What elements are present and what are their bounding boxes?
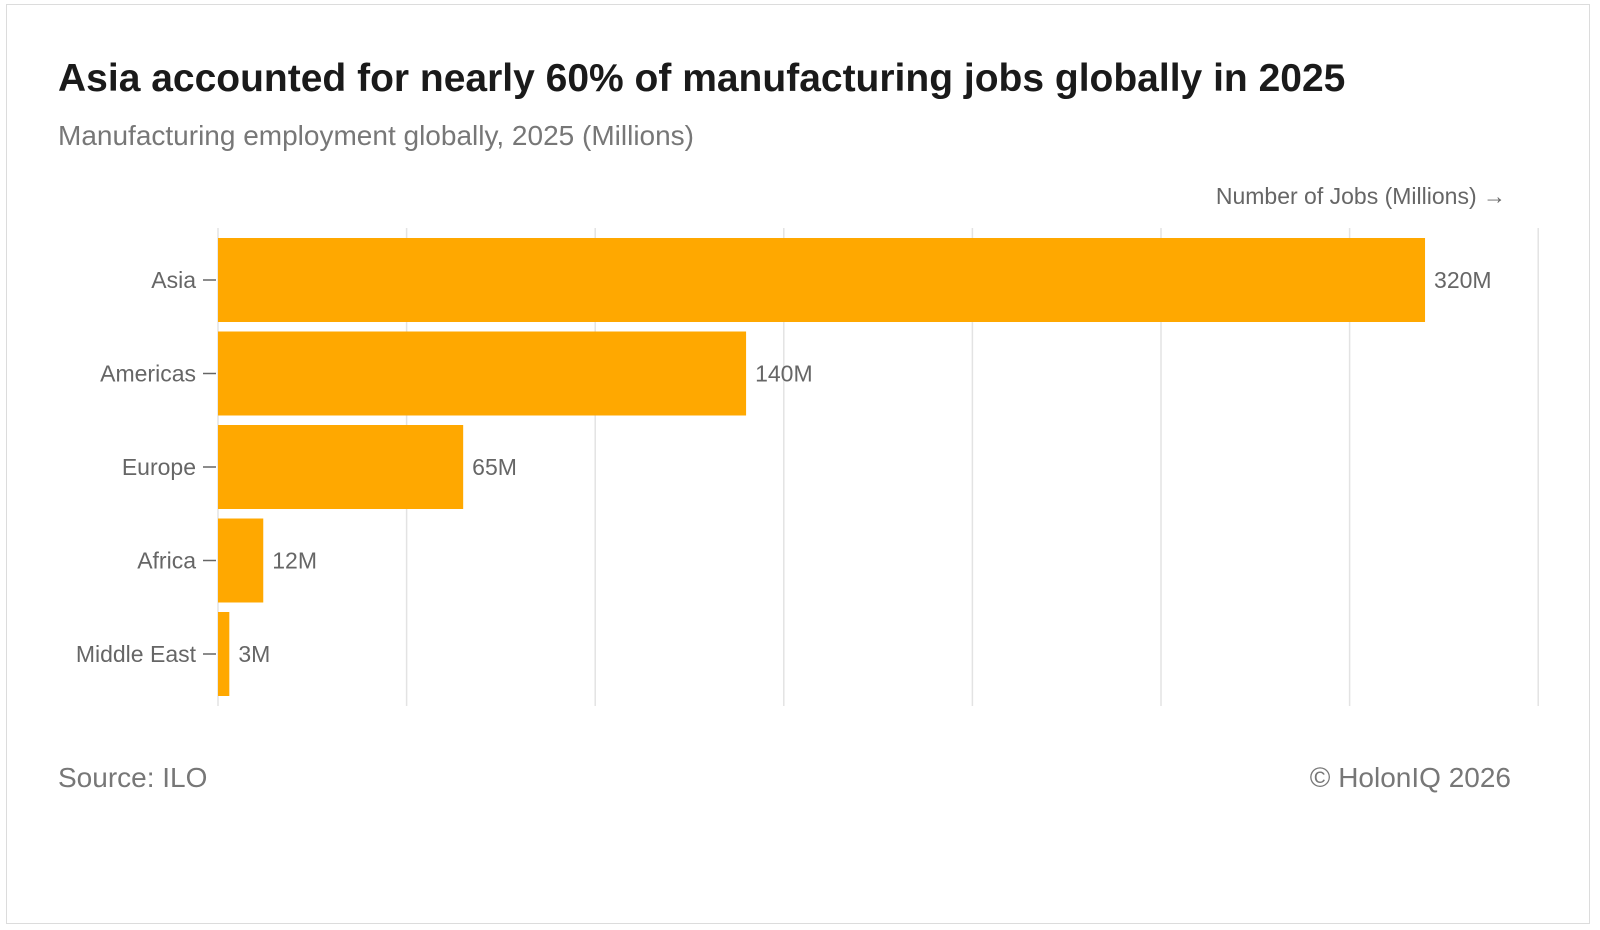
- copyright-note: © HolonIQ 2026: [1309, 762, 1511, 793]
- bar-europe: [218, 425, 464, 509]
- y-tick-label: Europe: [122, 454, 196, 480]
- data-label: 320M: [1434, 267, 1492, 293]
- data-label: 140M: [755, 361, 813, 387]
- y-tick-label: Asia: [151, 267, 196, 293]
- chart-subtitle: Manufacturing employment globally, 2025 …: [58, 120, 695, 151]
- bar-africa: [218, 518, 264, 603]
- data-label: 12M: [272, 548, 317, 574]
- x-axis-label: Number of Jobs (Millions) →: [1215, 183, 1506, 209]
- bar-asia: [218, 238, 1426, 322]
- bar-middle-east: [218, 612, 230, 696]
- data-label: 3M: [238, 641, 270, 667]
- bar-americas: [218, 331, 747, 416]
- source-note: Source: ILO: [58, 762, 208, 793]
- chart-frame: [6, 4, 1590, 924]
- chart-title: Asia accounted for nearly 60% of manufac…: [58, 57, 1346, 100]
- y-tick-label: Americas: [100, 361, 196, 387]
- data-label: 65M: [472, 454, 517, 480]
- y-tick-label: Africa: [137, 548, 196, 574]
- y-tick-label: Middle East: [76, 641, 197, 667]
